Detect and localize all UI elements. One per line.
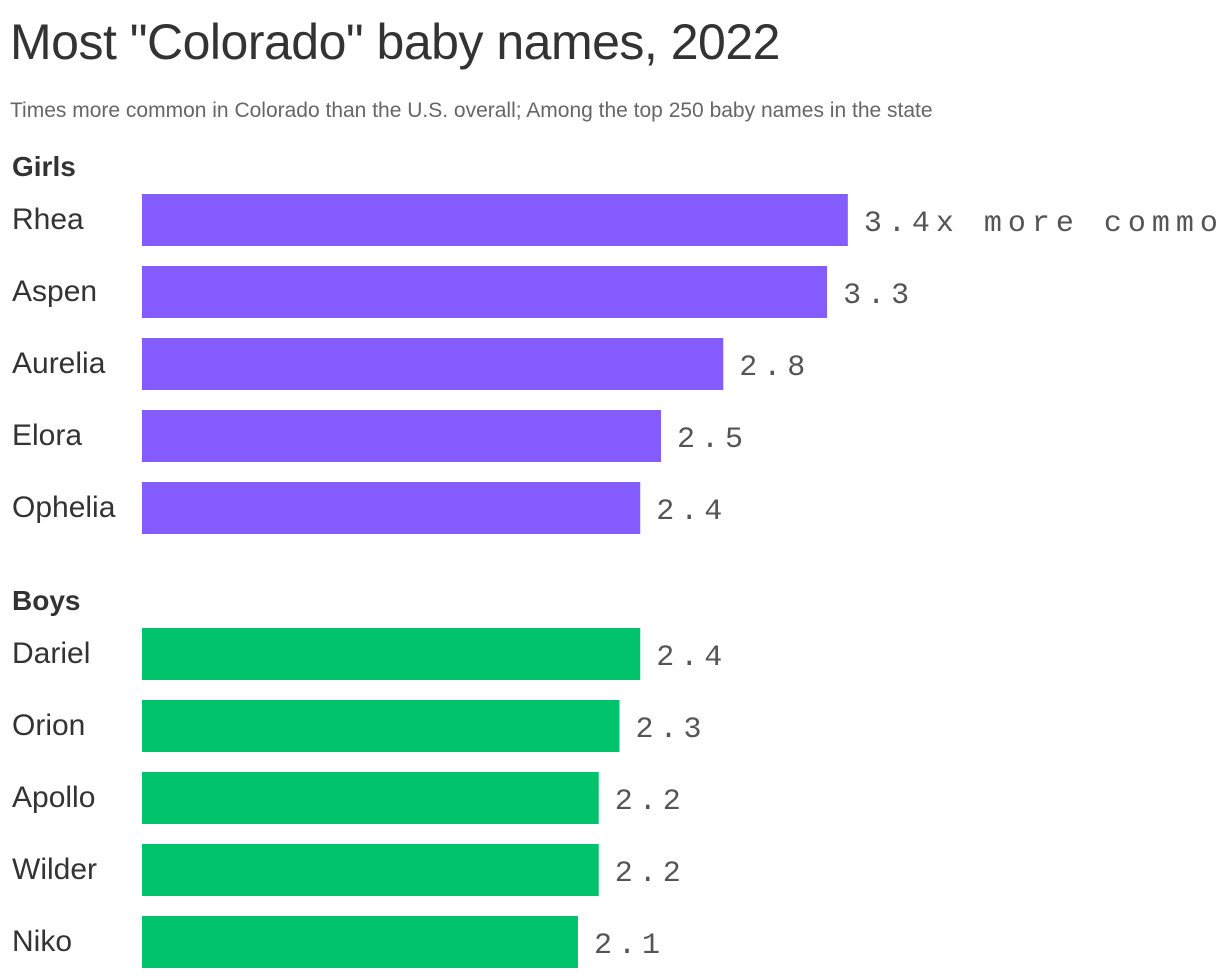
bar: [142, 266, 828, 318]
bar: [142, 482, 641, 534]
value-label: 2.5: [677, 423, 749, 457]
bar: [142, 194, 848, 246]
category-label: Wilder: [12, 853, 97, 886]
category-label: Aurelia: [12, 347, 106, 380]
category-label: Elora: [12, 419, 82, 452]
group-label-girls: Girls: [12, 151, 76, 182]
group-label-boys: Boys: [12, 585, 80, 616]
chart-subtitle: Times more common in Colorado than the U…: [10, 99, 933, 122]
bar: [142, 844, 599, 896]
value-label: 2.3: [635, 713, 707, 747]
category-label: Rhea: [12, 203, 84, 236]
value-label: 3.4x more common: [864, 207, 1220, 241]
bar: [142, 772, 599, 824]
bar: [142, 700, 620, 752]
bar: [142, 338, 724, 390]
bar: [142, 916, 578, 968]
category-label: Aspen: [12, 275, 97, 308]
value-label: 2.2: [615, 857, 687, 891]
value-label: 2.4: [656, 495, 728, 529]
category-label: Niko: [12, 925, 72, 958]
value-label: 2.4: [656, 641, 728, 675]
category-label: Apollo: [12, 781, 95, 814]
category-label: Ophelia: [12, 491, 116, 524]
category-label: Dariel: [12, 637, 90, 670]
value-label: 2.1: [594, 929, 666, 963]
value-label: 2.8: [739, 351, 811, 385]
bar: [142, 628, 641, 680]
value-label: 3.3: [843, 279, 915, 313]
bar: [142, 410, 661, 462]
category-label: Orion: [12, 709, 85, 742]
chart-title: Most "Colorado" baby names, 2022: [10, 14, 780, 70]
value-label: 2.2: [615, 785, 687, 819]
